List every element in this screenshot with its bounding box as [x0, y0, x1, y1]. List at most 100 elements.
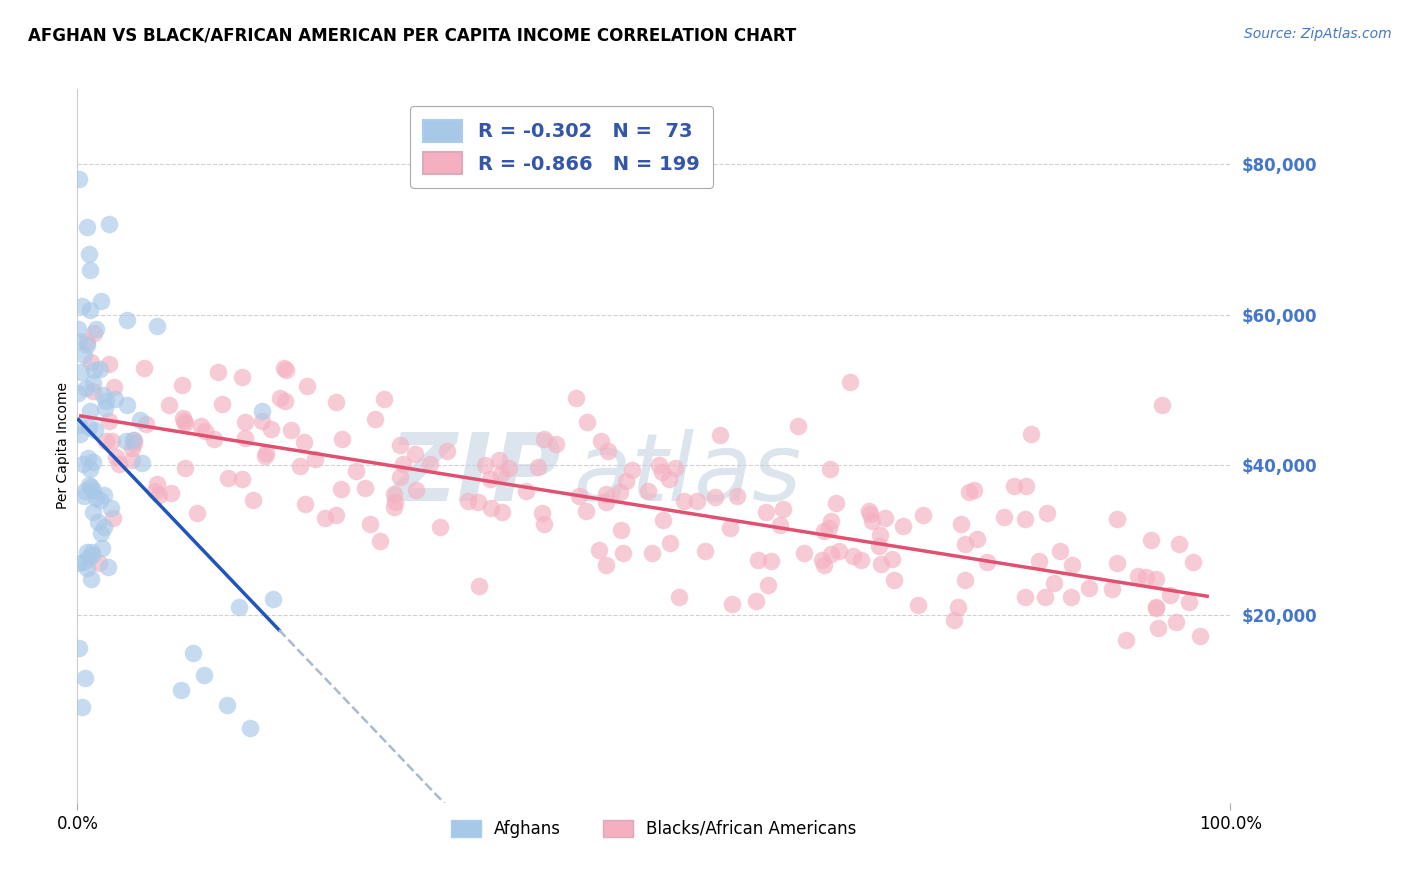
- Point: [90, 293, 112, 308]
- Point: [94, 401, 117, 415]
- Point: [67, 322, 90, 336]
- Point: [1078, 582, 1101, 596]
- Point: [588, 543, 610, 558]
- Point: [1144, 572, 1167, 586]
- Point: [292, 434, 315, 449]
- Point: [479, 501, 502, 516]
- Point: [84, 491, 107, 505]
- Point: [526, 460, 548, 475]
- Point: [79, 247, 101, 261]
- Point: [94, 393, 117, 408]
- Point: [841, 549, 863, 563]
- Point: [107, 457, 129, 471]
- Point: [93, 488, 115, 502]
- Point: [818, 521, 841, 535]
- Point: [838, 375, 860, 389]
- Point: [82, 505, 104, 519]
- Point: [211, 397, 233, 411]
- Point: [131, 456, 153, 470]
- Point: [1189, 629, 1212, 643]
- Point: [849, 553, 872, 567]
- Point: [105, 450, 128, 464]
- Point: [67, 417, 90, 432]
- Point: [591, 434, 613, 448]
- Point: [1164, 615, 1187, 630]
- Point: [651, 465, 673, 479]
- Point: [121, 441, 143, 455]
- Point: [128, 413, 150, 427]
- Point: [818, 462, 841, 476]
- Point: [813, 524, 835, 539]
- Point: [76, 545, 98, 559]
- Point: [880, 552, 903, 566]
- Point: [79, 303, 101, 318]
- Point: [1014, 590, 1036, 604]
- Point: [83, 362, 105, 376]
- Point: [67, 334, 90, 348]
- Point: [637, 483, 659, 498]
- Point: [77, 450, 100, 465]
- Point: [80, 548, 103, 562]
- Point: [145, 476, 167, 491]
- Point: [595, 487, 617, 501]
- Point: [725, 489, 748, 503]
- Point: [1002, 479, 1025, 493]
- Point: [759, 554, 782, 568]
- Point: [1014, 479, 1036, 493]
- Point: [134, 361, 156, 376]
- Point: [1062, 558, 1084, 573]
- Y-axis label: Per Capita Income: Per Capita Income: [56, 383, 70, 509]
- Point: [115, 312, 138, 326]
- Point: [429, 519, 451, 533]
- Point: [228, 599, 250, 614]
- Point: [1019, 426, 1042, 441]
- Point: [100, 500, 122, 515]
- Point: [86, 322, 108, 336]
- Point: [82, 455, 104, 469]
- Point: [652, 513, 675, 527]
- Point: [254, 445, 277, 459]
- Point: [159, 486, 181, 500]
- Point: [253, 449, 276, 463]
- Point: [883, 573, 905, 587]
- Point: [80, 545, 103, 559]
- Point: [1043, 575, 1066, 590]
- Point: [457, 494, 479, 508]
- Point: [820, 514, 842, 528]
- Point: [768, 517, 790, 532]
- Point: [1105, 512, 1128, 526]
- Point: [76, 561, 98, 575]
- Point: [595, 494, 617, 508]
- Point: [568, 489, 591, 503]
- Point: [1060, 590, 1083, 604]
- Point: [575, 504, 598, 518]
- Point: [1144, 600, 1167, 615]
- Point: [103, 511, 125, 525]
- Point: [695, 543, 717, 558]
- Point: [181, 646, 204, 660]
- Point: [946, 600, 969, 615]
- Point: [231, 472, 253, 486]
- Point: [145, 318, 167, 333]
- Point: [122, 433, 145, 447]
- Point: [531, 506, 554, 520]
- Point: [98, 414, 121, 428]
- Point: [1014, 511, 1036, 525]
- Point: [658, 472, 681, 486]
- Point: [747, 553, 769, 567]
- Point: [73, 484, 96, 499]
- Point: [949, 516, 972, 531]
- Point: [89, 361, 111, 376]
- Point: [295, 378, 318, 392]
- Point: [1126, 568, 1149, 582]
- Point: [668, 590, 690, 604]
- Point: [621, 463, 644, 477]
- Point: [963, 483, 986, 497]
- Point: [233, 415, 256, 429]
- Point: [474, 458, 496, 472]
- Point: [1033, 590, 1056, 604]
- Point: [344, 464, 367, 478]
- Point: [1140, 533, 1163, 548]
- Point: [1135, 570, 1157, 584]
- Point: [96, 434, 118, 449]
